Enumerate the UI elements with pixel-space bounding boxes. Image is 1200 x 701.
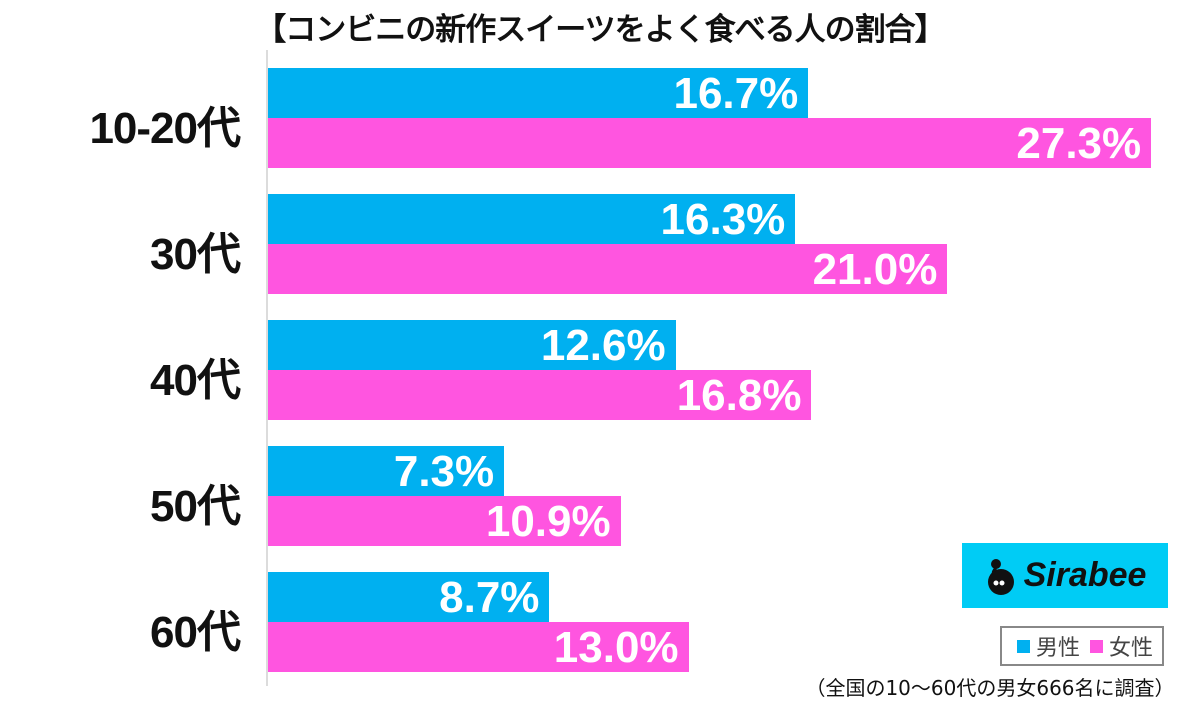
male-bar: 12.6%	[268, 320, 676, 370]
logo-text: Sirabee	[1023, 556, 1147, 594]
female-bar: 13.0%	[268, 622, 689, 672]
male-bar: 16.7%	[268, 68, 809, 118]
category-label: 60代	[150, 608, 241, 657]
female-bar: 27.3%	[268, 118, 1152, 168]
male-bar: 8.7%	[268, 572, 550, 622]
male-bar: 7.3%	[268, 446, 505, 496]
sirabee-logo: Sirabee	[962, 543, 1168, 608]
female-bar: 21.0%	[268, 244, 948, 294]
category-label: 40代	[150, 356, 241, 405]
male-bar: 16.3%	[268, 194, 796, 244]
y-axis-line	[266, 50, 268, 686]
sirabee-mascot-icon	[987, 558, 1014, 595]
legend-female: 女性	[1109, 636, 1154, 661]
female-swatch	[1090, 639, 1103, 653]
category-label: 50代	[150, 482, 241, 531]
female-bar: 10.9%	[268, 496, 621, 546]
chart-title: 【コンビニの新作スイーツをよく食べる人の割合】	[255, 12, 945, 48]
category-label: 30代	[150, 230, 241, 279]
male-swatch	[1016, 639, 1030, 653]
survey-note: （全国の10〜60代の男女666名に調査）	[805, 676, 1175, 700]
legend: 男性 女性	[1000, 626, 1164, 666]
female-bar: 16.8%	[268, 370, 812, 420]
category-label: 10-20代	[89, 104, 241, 153]
legend-male: 男性	[1035, 636, 1080, 661]
